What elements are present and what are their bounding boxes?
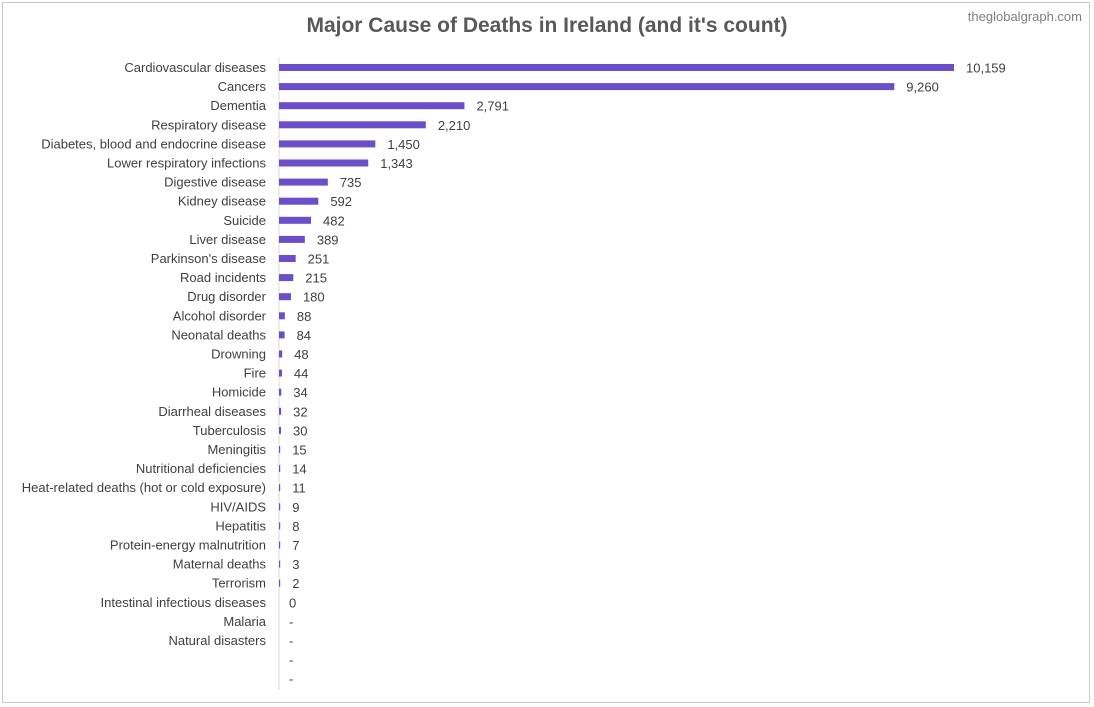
data-label: 3: [292, 557, 299, 572]
category-label: Lower respiratory infections: [107, 156, 266, 171]
category-label: Fire: [244, 366, 266, 381]
data-label: 9: [292, 500, 299, 515]
bar: [279, 197, 319, 205]
category-label: Terrorism: [212, 576, 266, 591]
data-label: 14: [292, 462, 306, 477]
category-label: Digestive disease: [164, 175, 266, 190]
watermark: theglobalgraph.com: [967, 9, 1082, 24]
data-label: 215: [305, 271, 327, 286]
bar: [279, 388, 282, 396]
data-label: 7: [292, 538, 299, 553]
bar: [279, 369, 282, 377]
data-label: 2,210: [438, 118, 471, 133]
bar: [279, 64, 954, 71]
bar: [279, 312, 285, 320]
category-label: Hepatitis: [215, 518, 266, 533]
data-label: -: [289, 634, 293, 649]
bar: [279, 446, 281, 453]
bar: [279, 541, 281, 549]
category-label: Alcohol disorder: [173, 308, 267, 323]
category-label: HIV/AIDS: [210, 499, 266, 514]
category-label: Heat-related deaths (hot or cold exposur…: [22, 480, 266, 495]
category-label: Maternal deaths: [173, 557, 267, 572]
data-label: 30: [293, 423, 307, 438]
data-label: 1,450: [387, 137, 420, 152]
data-label: 482: [323, 213, 345, 228]
category-label: Protein-energy malnutrition: [110, 538, 266, 553]
category-label: Respiratory disease: [151, 117, 266, 132]
category-label: Intestinal infectious diseases: [101, 595, 267, 610]
data-label: -: [289, 653, 293, 668]
bar: [279, 159, 369, 167]
bar: [279, 255, 296, 262]
data-label: 84: [297, 328, 311, 343]
bar: [279, 331, 285, 339]
bar: [279, 503, 281, 511]
category-label: Drug disorder: [187, 289, 266, 304]
category-label: Diarrheal diseases: [158, 404, 266, 419]
category-label: Dementia: [210, 98, 266, 113]
data-label: 10,159: [966, 61, 1006, 76]
data-label: 735: [340, 175, 362, 190]
bar: [279, 293, 291, 301]
data-label: 251: [308, 252, 330, 267]
category-label: Cardiovascular diseases: [124, 60, 266, 75]
data-label: 2: [292, 576, 299, 591]
category-label: Natural disasters: [168, 633, 266, 648]
category-label: Diabetes, blood and endocrine disease: [41, 136, 266, 151]
category-label: Homicide: [212, 385, 266, 400]
bar: [279, 484, 281, 492]
category-label: Road incidents: [180, 270, 266, 285]
category-label: Parkinson's disease: [151, 251, 266, 266]
data-label: 44: [294, 366, 308, 381]
bar: [279, 579, 281, 587]
data-label: 32: [293, 404, 307, 419]
data-label: 180: [303, 290, 325, 305]
category-label: Drowning: [211, 347, 266, 362]
data-label: 2,791: [476, 99, 509, 114]
data-label: 34: [293, 385, 307, 400]
bar: [279, 216, 312, 224]
category-label: Tuberculosis: [193, 423, 267, 438]
bar: [279, 121, 426, 129]
data-label: 8: [292, 519, 299, 534]
category-label: Liver disease: [189, 232, 266, 247]
category-label: Suicide: [223, 213, 266, 228]
category-label: Meningitis: [207, 442, 266, 457]
data-label: 9,260: [906, 80, 939, 95]
bar: [279, 178, 328, 186]
bar: [279, 140, 376, 148]
category-label: Nutritional deficiencies: [136, 461, 267, 476]
data-label: 88: [297, 309, 311, 324]
data-label: 11: [292, 481, 306, 496]
bar: [279, 560, 281, 568]
bar: [279, 102, 465, 110]
data-label: 389: [317, 232, 339, 247]
bar: [279, 522, 281, 530]
category-label: Kidney disease: [178, 194, 266, 209]
bar: [279, 426, 281, 434]
data-label: 0: [289, 595, 296, 610]
bar: [279, 465, 281, 473]
data-label: -: [289, 614, 293, 629]
bar: [279, 350, 283, 358]
category-label: Neonatal deaths: [171, 327, 266, 342]
data-label: 15: [292, 443, 306, 458]
category-label: Cancers: [218, 79, 267, 94]
bar: [279, 407, 282, 415]
data-label: 48: [294, 347, 308, 362]
category-label: Malaria: [223, 614, 266, 629]
data-label: 1,343: [380, 156, 413, 171]
bar: [279, 235, 305, 243]
bar: [279, 274, 294, 282]
data-label: 592: [330, 194, 352, 209]
chart-title: Major Cause of Deaths in Ireland (and it…: [306, 14, 788, 37]
bar: [279, 83, 895, 91]
data-label: -: [289, 672, 293, 687]
